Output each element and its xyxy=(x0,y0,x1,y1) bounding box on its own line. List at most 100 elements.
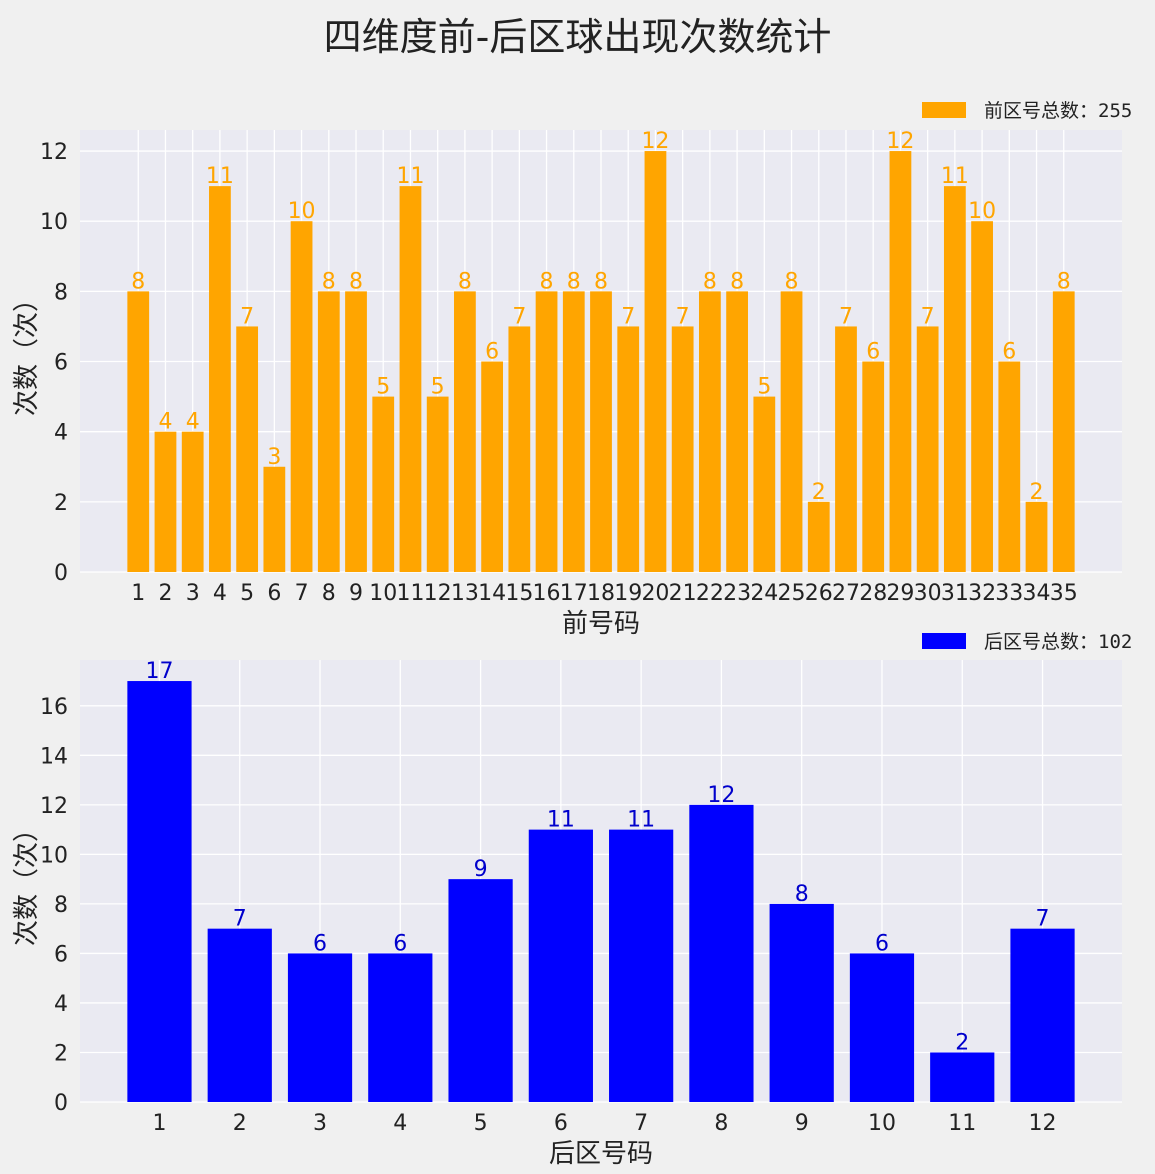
front-bar-value-label: 11 xyxy=(206,164,234,189)
back-y-tick-label: 16 xyxy=(40,695,68,720)
front-bar-value-label: 8 xyxy=(322,269,336,294)
front-y-tick-label: 12 xyxy=(40,140,68,165)
front-y-tick-label: 4 xyxy=(54,421,68,446)
back-bar-value-label: 7 xyxy=(233,907,247,932)
back-bar-value-label: 17 xyxy=(145,659,173,684)
back-bar xyxy=(689,804,754,1102)
back-x-tick-label: 2 xyxy=(233,1111,247,1136)
front-x-tick-label: 34 xyxy=(1023,581,1051,606)
back-y-tick-label: 14 xyxy=(40,744,68,769)
front-bar-value-label: 6 xyxy=(866,340,880,365)
back-x-tick-label: 3 xyxy=(313,1111,327,1136)
front-x-tick-label: 8 xyxy=(322,581,336,606)
front-bar-value-label: 2 xyxy=(812,480,826,505)
back-bar-value-label: 6 xyxy=(393,931,407,956)
front-zone-bar-chart: 0246810128142431147536107888951011115128… xyxy=(12,129,1122,639)
front-bar xyxy=(807,501,830,572)
front-x-axis-label: 前号码 xyxy=(562,609,640,639)
front-x-tick-label: 29 xyxy=(886,581,914,606)
front-x-tick-label: 31 xyxy=(941,581,969,606)
front-bar-value-label: 8 xyxy=(785,269,799,294)
front-bar-value-label: 7 xyxy=(621,304,635,329)
front-bar-value-label: 8 xyxy=(1057,269,1071,294)
front-bar xyxy=(181,431,204,572)
front-x-tick-label: 21 xyxy=(669,581,697,606)
front-bar-value-label: 5 xyxy=(376,375,390,400)
back-bar-value-label: 7 xyxy=(1036,907,1050,932)
front-bar xyxy=(263,466,286,572)
back-x-tick-label: 1 xyxy=(152,1111,166,1136)
legend-back: 后区号总数：102 xyxy=(922,627,1132,654)
front-bar xyxy=(753,396,776,572)
back-x-tick-label: 4 xyxy=(393,1111,407,1136)
back-bar xyxy=(528,829,593,1102)
front-bar-value-label: 10 xyxy=(968,199,996,224)
front-x-tick-label: 15 xyxy=(505,581,533,606)
front-x-tick-label: 11 xyxy=(396,581,424,606)
back-x-tick-label: 5 xyxy=(474,1111,488,1136)
front-bar xyxy=(209,186,231,572)
front-bar-value-label: 8 xyxy=(540,269,554,294)
front-bar xyxy=(916,326,939,572)
back-x-tick-label: 6 xyxy=(554,1111,568,1136)
front-bar-value-label: 11 xyxy=(396,164,424,189)
back-x-axis-label: 后区号码 xyxy=(549,1139,653,1169)
front-x-tick-label: 1 xyxy=(131,581,145,606)
back-bar-value-label: 8 xyxy=(795,882,809,907)
front-bar xyxy=(780,291,803,572)
back-y-tick-label: 6 xyxy=(54,942,68,967)
back-y-tick-label: 10 xyxy=(40,843,68,868)
front-bar xyxy=(535,291,558,572)
front-x-tick-label: 18 xyxy=(587,581,615,606)
legend-front: 前区号总数：255 xyxy=(922,96,1132,123)
back-bar-value-label: 11 xyxy=(547,808,575,833)
front-bar-value-label: 7 xyxy=(512,304,526,329)
front-bar xyxy=(481,361,504,572)
front-x-tick-label: 23 xyxy=(723,581,751,606)
front-x-tick-label: 16 xyxy=(533,581,561,606)
front-bar xyxy=(1025,501,1048,572)
front-x-tick-label: 33 xyxy=(995,581,1023,606)
back-y-axis-label: 次数（次） xyxy=(12,816,42,946)
back-bar xyxy=(930,1052,995,1102)
front-bar-value-label: 7 xyxy=(839,304,853,329)
front-bar xyxy=(236,326,259,572)
front-bar xyxy=(399,186,422,572)
front-bar xyxy=(644,151,667,573)
back-bar xyxy=(1010,928,1075,1102)
back-x-tick-label: 9 xyxy=(795,1111,809,1136)
front-x-tick-label: 32 xyxy=(968,581,996,606)
front-bar-value-label: 5 xyxy=(757,375,771,400)
back-bar xyxy=(207,928,272,1102)
front-bar xyxy=(889,151,912,573)
back-x-tick-label: 8 xyxy=(714,1111,728,1136)
front-bar-value-label: 7 xyxy=(921,304,935,329)
back-y-tick-label: 0 xyxy=(54,1091,68,1116)
front-x-tick-label: 30 xyxy=(914,581,942,606)
front-bar xyxy=(562,291,585,572)
front-bar xyxy=(862,361,885,572)
back-bar-value-label: 9 xyxy=(474,857,488,882)
front-y-tick-label: 2 xyxy=(54,491,68,516)
back-bar xyxy=(448,879,513,1102)
front-x-tick-label: 24 xyxy=(750,581,778,606)
back-x-tick-label: 11 xyxy=(948,1111,976,1136)
front-bar xyxy=(426,396,449,572)
front-bar xyxy=(998,361,1021,572)
front-bar-value-label: 11 xyxy=(941,164,969,189)
front-y-tick-label: 10 xyxy=(40,210,68,235)
back-bar-value-label: 6 xyxy=(313,931,327,956)
front-y-tick-label: 0 xyxy=(54,561,68,586)
chart-title: 四维度前-后区球出现次数统计 xyxy=(323,15,832,59)
back-x-tick-label: 10 xyxy=(868,1111,896,1136)
front-x-tick-label: 7 xyxy=(295,581,309,606)
front-x-tick-label: 22 xyxy=(696,581,724,606)
front-x-tick-label: 35 xyxy=(1050,581,1078,606)
front-bar-value-label: 7 xyxy=(240,304,254,329)
back-bar-value-label: 11 xyxy=(627,808,655,833)
front-bar xyxy=(590,291,612,572)
legend-front-swatch xyxy=(922,101,966,118)
legend-back-swatch xyxy=(922,632,966,649)
